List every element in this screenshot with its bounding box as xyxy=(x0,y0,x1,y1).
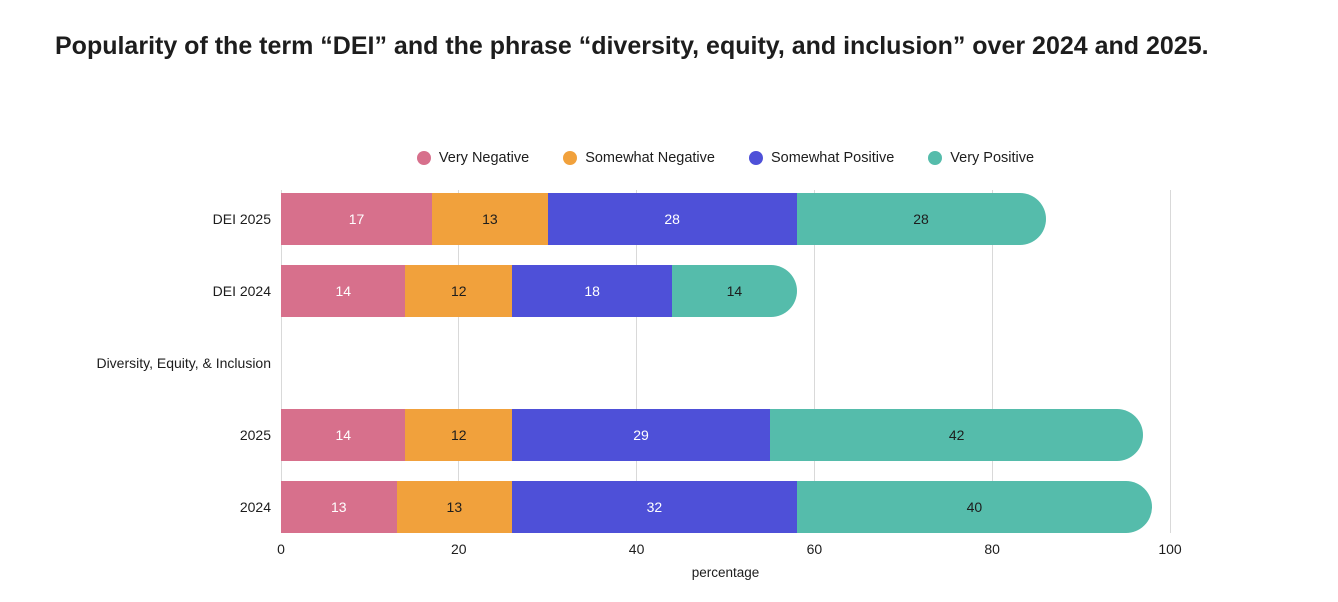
legend-label: Very Negative xyxy=(438,150,530,166)
legend-label: Somewhat Positive xyxy=(770,150,895,166)
legend-swatch-icon xyxy=(748,151,763,165)
legend-item[interactable]: Somewhat Positive xyxy=(748,150,895,166)
bar-segment[interactable]: 13 xyxy=(281,481,397,533)
x-tick-label: 0 xyxy=(277,541,285,557)
bar-segment[interactable]: 18 xyxy=(512,265,673,317)
category-label: DEI 2025 xyxy=(212,211,271,227)
legend-swatch-icon xyxy=(928,151,943,165)
bar-segment[interactable]: 13 xyxy=(432,193,548,245)
x-tick-label: 20 xyxy=(451,541,467,557)
x-tick-label: 40 xyxy=(628,541,645,557)
bar-value-label: 28 xyxy=(913,211,929,227)
bar-row: 14 12 29 42 xyxy=(281,409,1170,461)
gridline xyxy=(458,190,460,533)
category-label: 2025 xyxy=(239,427,271,443)
bar-value-label: 14 xyxy=(335,283,352,299)
gridline xyxy=(280,190,282,533)
legend-item[interactable]: Very Negative xyxy=(416,150,530,166)
bar-segment[interactable]: 42 xyxy=(769,409,1144,461)
gridline xyxy=(636,190,638,533)
bar-segment[interactable]: 29 xyxy=(512,409,770,461)
bar-value-label: 32 xyxy=(646,499,663,515)
bar-segment[interactable]: 32 xyxy=(512,481,797,533)
bar-segment[interactable]: 14 xyxy=(281,265,406,317)
bar-value-label: 28 xyxy=(664,211,680,227)
legend-item[interactable]: Very Positive xyxy=(928,150,1034,166)
bar-segment[interactable]: 17 xyxy=(281,193,433,245)
legend-swatch-icon xyxy=(563,151,578,165)
bar-value-label: 17 xyxy=(348,211,365,227)
x-axis-title: percentage xyxy=(691,565,760,580)
bar-value-label: 13 xyxy=(482,211,498,227)
x-tick-label: 80 xyxy=(984,541,1000,557)
bar-value-label: 13 xyxy=(330,499,347,515)
bar-segment[interactable]: 12 xyxy=(405,265,513,317)
bar-row: 17 13 28 28 xyxy=(281,193,1170,245)
bar-row: 13 13 32 40 xyxy=(281,481,1170,533)
bar-value-label: 40 xyxy=(966,499,983,515)
bar-segment[interactable]: 14 xyxy=(281,409,406,461)
bar-value-label: 42 xyxy=(948,427,965,443)
bar-segment[interactable]: 12 xyxy=(405,409,513,461)
bar-row: 14 12 18 14 xyxy=(281,265,1170,317)
category-label: 2024 xyxy=(239,499,271,515)
bar-segment[interactable]: 14 xyxy=(672,265,797,317)
bar-segment[interactable]: 40 xyxy=(796,481,1153,533)
bar-value-label: 29 xyxy=(633,427,649,443)
x-tick-label: 60 xyxy=(806,541,823,557)
chart-title: Popularity of the term “DEI” and the phr… xyxy=(55,32,1209,60)
bar-value-label: 14 xyxy=(726,283,743,299)
bar-segment[interactable]: 28 xyxy=(796,193,1046,245)
bar-value-label: 12 xyxy=(451,283,467,299)
gridline xyxy=(991,190,993,533)
gridline xyxy=(813,190,815,533)
bar-segment[interactable]: 28 xyxy=(547,193,797,245)
legend: Very Negative Somewhat Negative Somewhat P… xyxy=(281,150,1170,166)
category-label: DEI 2024 xyxy=(212,283,271,299)
x-tick-label: 100 xyxy=(1158,541,1182,557)
legend-label: Very Positive xyxy=(950,150,1035,166)
bar-value-label: 18 xyxy=(584,283,600,299)
gridline xyxy=(1169,190,1171,533)
bar-value-label: 12 xyxy=(451,427,467,443)
legend-item[interactable]: Somewhat Negative xyxy=(563,150,715,166)
bar-value-label: 13 xyxy=(446,499,463,515)
category-label: Diversity, Equity, & Inclusion xyxy=(96,355,271,371)
legend-swatch-icon xyxy=(416,151,431,165)
bar-segment[interactable]: 13 xyxy=(396,481,513,533)
bar-value-label: 14 xyxy=(335,427,352,443)
legend-label: Somewhat Negative xyxy=(585,150,715,166)
plot-area: 17 13 28 28 14 12 18 14 14 12 29 42 13 13 32 40 xyxy=(280,190,1171,533)
